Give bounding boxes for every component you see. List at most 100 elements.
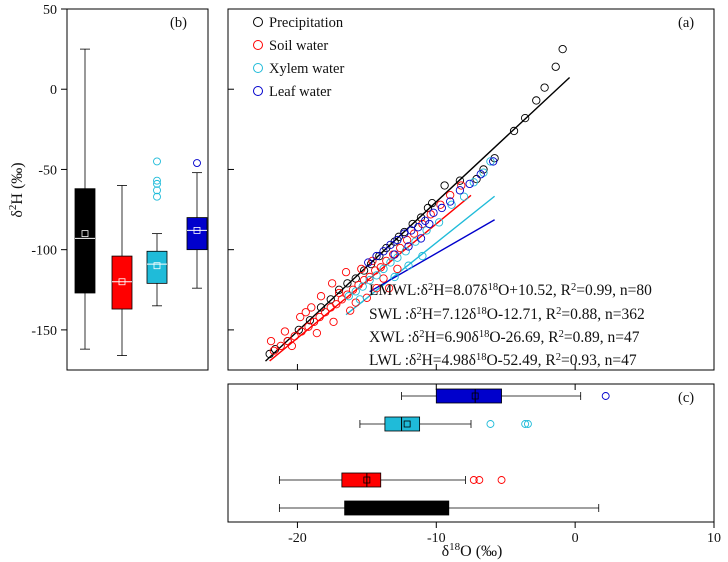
data-point [427, 198, 437, 208]
data-point [359, 276, 369, 285]
data-point [509, 126, 519, 136]
data-point [305, 316, 315, 325]
legend-marker [253, 86, 263, 96]
box-body [384, 416, 421, 432]
outlier-point [523, 420, 532, 428]
data-point [390, 272, 399, 282]
data-point [372, 271, 381, 280]
data-point [365, 276, 374, 285]
data-point [297, 327, 306, 336]
panel-a-axis-ticks [228, 8, 715, 370]
data-point [359, 266, 369, 275]
box-body [146, 250, 168, 284]
outlier-point [497, 476, 506, 484]
data-point [532, 96, 541, 105]
outlier-point [475, 476, 484, 484]
mean-marker [193, 227, 201, 234]
data-point [309, 317, 319, 327]
panel-c-x-axis: -20 -10 0 10 [288, 384, 721, 546]
data-point [426, 210, 435, 219]
data-point [316, 303, 326, 312]
legend-label: Leaf water [269, 84, 332, 100]
outlier-point [153, 186, 161, 195]
panel-c-x-axis-label: δ18O (‰) [442, 541, 503, 560]
outlier-point [601, 392, 610, 400]
data-point [343, 279, 352, 288]
data-point [265, 349, 274, 359]
legend-marker [253, 40, 263, 50]
data-point [287, 341, 297, 351]
data-point [476, 170, 485, 179]
equation-xwl: XWL :δ2H=6.90δ18O-26.69, R2=0.89, n=47 [369, 329, 640, 347]
data-point [372, 284, 381, 293]
data-point [437, 203, 446, 213]
data-point [400, 229, 409, 238]
data-point [283, 336, 292, 346]
data-point [312, 328, 322, 338]
data-point [521, 113, 530, 123]
fit-line-xwl [345, 195, 496, 316]
panel-c-label: (c) [678, 390, 694, 406]
outlier-point [153, 192, 161, 201]
box-body [74, 188, 96, 294]
data-point [416, 234, 426, 243]
legend-label: Soil water [269, 38, 328, 54]
data-point [316, 292, 326, 301]
box-precipitation [74, 48, 96, 350]
data-point [455, 186, 465, 195]
data-point [372, 251, 381, 261]
fit-line-swl [269, 194, 472, 362]
hbox-xylem-water [359, 416, 532, 432]
y-tick-label: -150 [31, 324, 57, 339]
data-point [414, 223, 423, 232]
data-point [429, 208, 438, 217]
data-point [379, 264, 388, 274]
data-point [379, 274, 388, 283]
outlier-point [469, 476, 478, 484]
legend-marker [253, 63, 263, 73]
data-point [489, 157, 498, 166]
data-point [379, 247, 388, 256]
data-point [327, 279, 337, 288]
panel-a-equations: LMWL:δ2H=8.07δ18O+10.52, R2=0.99, n=80 SW… [369, 282, 652, 370]
outlier-point [486, 420, 495, 428]
panel-a-label: (a) [678, 15, 694, 31]
series-soil-water [266, 181, 466, 355]
hbox-precipitation [278, 500, 600, 516]
data-point [393, 235, 402, 245]
data-point [551, 62, 560, 71]
y-tick-label: -50 [38, 163, 57, 178]
mean-marker [81, 230, 89, 238]
data-point [425, 219, 434, 229]
data-point [280, 327, 290, 336]
data-point [296, 312, 305, 322]
data-point [351, 298, 360, 307]
outlier-point [153, 157, 161, 166]
data-point [357, 264, 366, 274]
mean-marker [403, 420, 411, 428]
data-point [396, 243, 405, 253]
x-tick-label: -20 [288, 531, 307, 546]
box-body [344, 500, 450, 516]
data-point [290, 332, 299, 341]
mean-marker [153, 262, 161, 270]
data-point [401, 247, 410, 256]
data-point [540, 83, 549, 92]
panel-a-fit-lines [265, 77, 571, 362]
data-point [416, 213, 426, 222]
fit-line-lwl [369, 219, 495, 293]
data-point [459, 192, 469, 201]
data-point [358, 282, 367, 291]
data-point [434, 218, 444, 227]
data-point [355, 295, 365, 304]
data-point [301, 308, 310, 317]
legend-label: Precipitation [269, 15, 344, 31]
outlier-point [153, 179, 161, 188]
data-point [455, 176, 465, 185]
data-point [393, 264, 402, 274]
panel-a-legend: Precipitation Soil water Xylem water Leaf w… [253, 15, 344, 100]
hbox-leaf-water [401, 388, 610, 404]
x-tick-label: -10 [427, 531, 446, 546]
data-point [341, 267, 351, 277]
